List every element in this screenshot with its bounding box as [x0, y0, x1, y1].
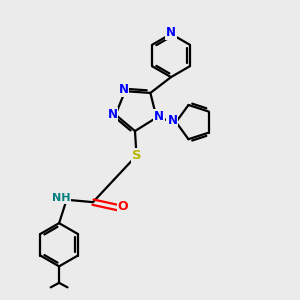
- Text: NH: NH: [52, 193, 70, 203]
- Text: N: N: [154, 110, 164, 123]
- Text: N: N: [107, 108, 118, 121]
- Text: N: N: [167, 114, 177, 127]
- Text: N: N: [166, 26, 176, 39]
- Text: O: O: [118, 200, 128, 212]
- Text: N: N: [118, 83, 129, 96]
- Text: S: S: [132, 149, 141, 162]
